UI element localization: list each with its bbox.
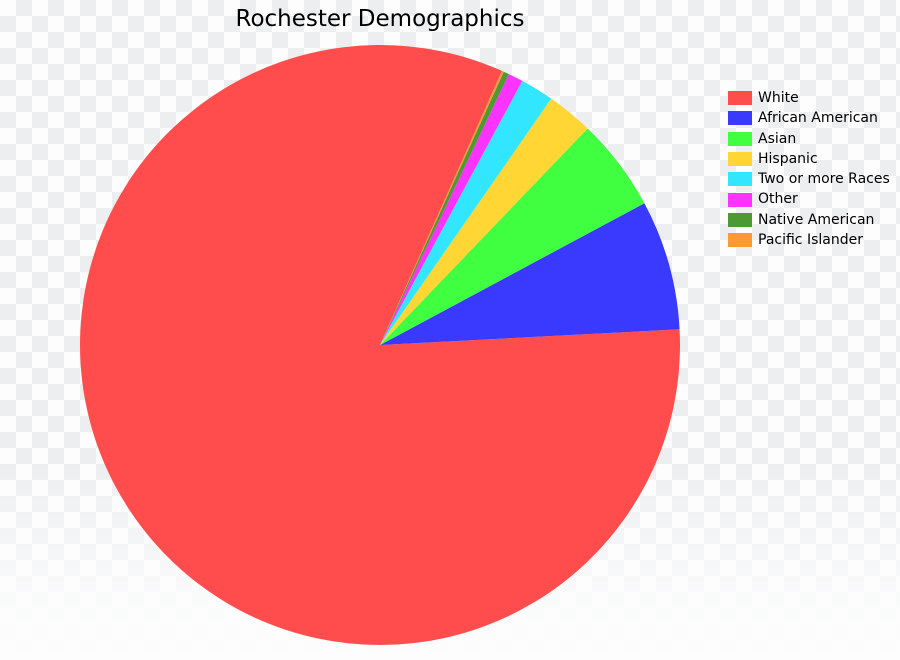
legend-label: Asian [758, 129, 796, 149]
legend-item-2: Asian [728, 129, 890, 149]
legend-label: Other [758, 189, 798, 209]
chart-canvas: Rochester Demographics WhiteAfrican Amer… [0, 0, 900, 660]
legend-swatch [728, 213, 752, 227]
pie-holder [80, 45, 680, 645]
legend-swatch [728, 152, 752, 166]
legend-swatch [728, 233, 752, 247]
legend-label: Pacific Islander [758, 230, 863, 250]
legend-item-5: Other [728, 189, 890, 209]
legend-label: African American [758, 108, 878, 128]
legend-item-1: African American [728, 108, 890, 128]
legend-swatch [728, 111, 752, 125]
legend-swatch [728, 172, 752, 186]
chart-title: Rochester Demographics [0, 6, 760, 32]
legend-item-7: Pacific Islander [728, 230, 890, 250]
legend-item-6: Native American [728, 210, 890, 230]
legend-label: Two or more Races [758, 169, 890, 189]
pie-svg [80, 45, 680, 645]
legend-item-4: Two or more Races [728, 169, 890, 189]
legend: WhiteAfrican AmericanAsianHispanicTwo or… [728, 88, 890, 250]
legend-swatch [728, 132, 752, 146]
legend-swatch [728, 91, 752, 105]
legend-item-0: White [728, 88, 890, 108]
legend-swatch [728, 193, 752, 207]
legend-item-3: Hispanic [728, 149, 890, 169]
legend-label: Hispanic [758, 149, 818, 169]
legend-label: Native American [758, 210, 874, 230]
legend-label: White [758, 88, 799, 108]
